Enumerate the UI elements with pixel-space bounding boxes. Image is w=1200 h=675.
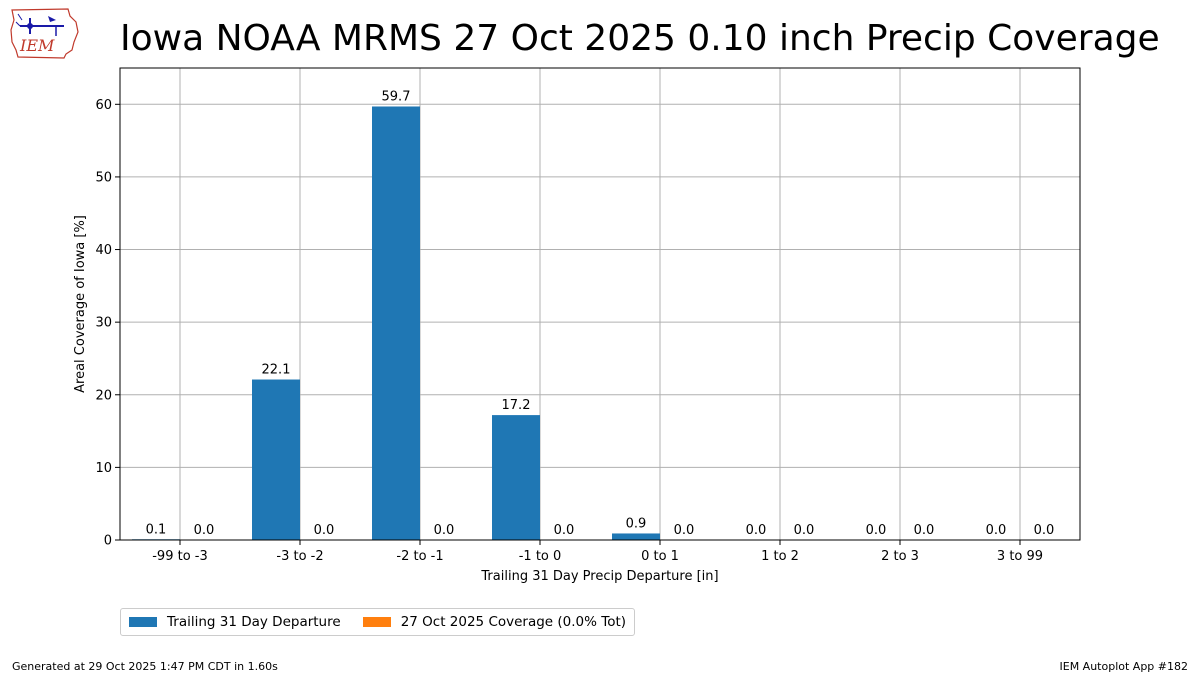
x-tick-label: 1 to 2 <box>761 549 799 564</box>
data-label-coverage: 0.0 <box>314 523 335 538</box>
data-label-departure: 22.1 <box>262 363 291 378</box>
x-tick-label: 0 to 1 <box>641 549 679 564</box>
legend-item-coverage: 27 Oct 2025 Coverage (0.0% Tot) <box>362 614 627 630</box>
bar-departure <box>492 415 540 540</box>
data-label-departure: 0.1 <box>146 522 167 537</box>
y-tick-label: 40 <box>95 243 112 258</box>
data-label-coverage: 0.0 <box>794 523 815 538</box>
chart-title: Iowa NOAA MRMS 27 Oct 2025 0.10 inch Pre… <box>120 18 1160 59</box>
bar-departure <box>612 533 660 540</box>
data-label-departure: 0.0 <box>746 523 767 538</box>
x-tick-label: -99 to -3 <box>152 549 208 564</box>
data-label-coverage: 0.0 <box>194 523 215 538</box>
legend-label-coverage: 27 Oct 2025 Coverage (0.0% Tot) <box>400 614 627 630</box>
bar-departure <box>372 106 420 541</box>
bar-chart: 0 10 20 30 40 50 60 -99 to -3 -3 to -2 -2 to -1 -1… <box>73 67 1081 584</box>
y-tick-label: 10 <box>95 461 112 476</box>
legend-label-departure: Trailing 31 Day Departure <box>167 614 341 630</box>
data-label-departure: 0.9 <box>626 516 647 531</box>
legend-swatch-coverage <box>362 617 391 627</box>
y-tick-label: 50 <box>95 170 112 185</box>
x-tick-label: -2 to -1 <box>396 549 443 564</box>
x-axis-label: Trailing 31 Day Precip Departure [in] <box>480 569 718 584</box>
plot-frame <box>119 67 1081 541</box>
x-tick-label: -1 to 0 <box>519 549 562 564</box>
y-tick-label: 0 <box>104 534 112 549</box>
y-tick-label: 30 <box>95 316 112 331</box>
y-tick-label: 20 <box>95 388 112 403</box>
legend-swatch-departure <box>129 617 157 627</box>
data-label-coverage: 0.0 <box>434 523 455 538</box>
iem-logo: IEM <box>10 8 79 59</box>
data-label-departure: 17.2 <box>502 398 531 413</box>
data-label-coverage: 0.0 <box>914 523 935 538</box>
footer-generated: Generated at 29 Oct 2025 1:47 PM CDT in … <box>12 660 278 673</box>
x-tick-label: -3 to -2 <box>276 549 323 564</box>
legend: Trailing 31 Day Departure 27 Oct 2025 Co… <box>120 608 636 636</box>
data-label-coverage: 0.0 <box>554 523 575 538</box>
data-label-coverage: 0.0 <box>674 523 695 538</box>
data-label-departure: 59.7 <box>382 89 411 104</box>
y-tick-label: 60 <box>95 98 112 113</box>
svg-text:IEM: IEM <box>19 36 55 55</box>
footer-app-id: IEM Autoplot App #182 <box>1059 660 1189 673</box>
x-tick-label: 3 to 99 <box>997 549 1043 564</box>
data-label-departure: 0.0 <box>866 523 887 538</box>
legend-item-departure: Trailing 31 Day Departure <box>129 614 341 630</box>
x-tick-label: 2 to 3 <box>881 549 919 564</box>
data-label-coverage: 0.0 <box>1034 523 1055 538</box>
bar-departure <box>252 379 300 540</box>
data-label-departure: 0.0 <box>986 523 1007 538</box>
y-axis-label: Areal Coverage of Iowa [%] <box>73 215 88 393</box>
